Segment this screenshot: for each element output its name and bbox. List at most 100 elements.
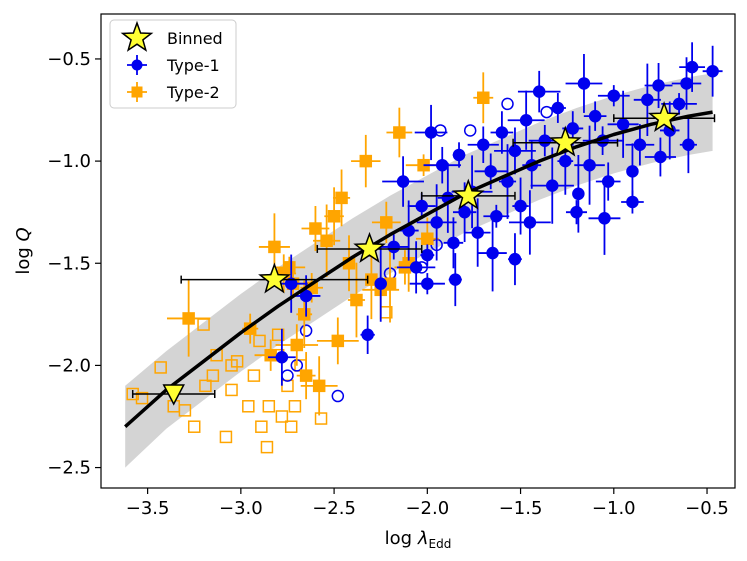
type1-point-marker <box>421 277 434 290</box>
type1-point <box>625 124 655 166</box>
type1-point-marker <box>508 252 522 266</box>
type1-open-point <box>501 97 514 111</box>
type1-open-point-marker <box>540 105 553 119</box>
binned-star-marker <box>353 231 386 263</box>
type2-point-marker <box>264 348 277 362</box>
type2-open-point-marker <box>206 369 220 382</box>
type2-open-point <box>206 369 220 382</box>
type1-point-marker <box>652 79 665 92</box>
binned-point <box>316 231 423 263</box>
type1-point-marker <box>577 77 591 90</box>
type2-open-point <box>271 328 285 342</box>
legend-item: Binned <box>120 20 223 52</box>
type1-point <box>268 328 296 386</box>
type2-open-point <box>253 334 266 348</box>
legend-item: Type-2 <box>127 82 220 102</box>
type1-point-marker <box>486 246 499 260</box>
type1-point <box>443 217 464 269</box>
type1-point <box>374 245 387 322</box>
type1-point-marker <box>514 199 527 213</box>
type1-open-point-marker <box>501 97 514 111</box>
type1-point <box>396 241 436 294</box>
legend-square-icon <box>131 86 143 98</box>
type1-open-point <box>331 389 345 403</box>
type1-point-marker <box>519 113 533 127</box>
type1-point <box>509 190 551 255</box>
type2-open-point <box>288 400 302 413</box>
type1-point <box>644 137 676 177</box>
x-tick-label: −3.0 <box>219 498 263 519</box>
type2-open-point-marker <box>288 400 302 413</box>
type1-point-marker <box>299 289 313 303</box>
type2-open-point <box>225 383 238 397</box>
type2-open-point-marker <box>253 334 266 348</box>
type1-point <box>588 181 621 255</box>
type1-point <box>565 54 603 113</box>
type1-point-marker <box>275 350 289 364</box>
binned-star-marker <box>452 178 485 210</box>
type2-point-marker <box>327 210 341 223</box>
type2-point-marker <box>359 154 373 168</box>
type2-open-point-marker <box>260 440 274 454</box>
type2-open-point <box>255 420 268 433</box>
type2-point <box>166 280 211 357</box>
type2-open-point-marker <box>242 400 255 413</box>
type2-point-marker <box>320 234 333 248</box>
type2-open-point <box>262 400 276 413</box>
type2-point <box>300 356 338 416</box>
y-tick-label: −1.5 <box>47 253 91 274</box>
type1-point-marker <box>435 158 449 172</box>
type1-point <box>597 85 630 107</box>
type1-point-marker <box>680 77 693 90</box>
type1-point <box>498 144 517 219</box>
type1-point-marker <box>447 236 460 250</box>
type2-open-point <box>219 430 233 444</box>
binned-point <box>420 178 516 210</box>
type2-point-marker <box>380 216 393 229</box>
type1-point-marker <box>706 64 719 78</box>
type2-point <box>296 352 316 400</box>
type1-point-marker <box>415 199 428 213</box>
y-tick-label: −2.0 <box>47 355 91 376</box>
type2-open-point <box>281 379 294 393</box>
type1-point-marker <box>484 165 497 178</box>
type2-open-point <box>314 412 328 425</box>
type2-open-point-marker <box>262 400 276 413</box>
type2-open-point <box>199 379 212 393</box>
type1-point-marker <box>284 277 298 290</box>
type1-point <box>414 104 448 161</box>
type2-open-point-marker <box>230 355 244 368</box>
type2-open-point-marker <box>187 420 201 433</box>
type1-point-marker <box>672 97 686 111</box>
type1-point-marker <box>616 118 630 131</box>
type2-point-marker <box>290 338 304 352</box>
type1-point <box>607 90 639 158</box>
type2-point <box>473 72 494 124</box>
type1-open-point <box>540 105 553 119</box>
binned-point <box>512 125 619 157</box>
type1-open-point-marker <box>463 124 477 137</box>
type2-open-point-marker <box>219 430 233 444</box>
binned-triangle-marker <box>162 384 185 406</box>
type1-point <box>530 147 574 224</box>
type1-point <box>464 198 491 267</box>
x-axis-label: log λEdd <box>385 528 452 551</box>
type1-point-marker <box>430 216 443 229</box>
type1-point <box>679 42 706 92</box>
type1-point-marker <box>421 248 434 262</box>
type1-point <box>467 126 499 164</box>
type1-point-marker <box>601 175 615 188</box>
type1-point <box>549 93 566 123</box>
type1-point <box>508 233 522 286</box>
type1-point <box>517 70 561 113</box>
type1-point-marker <box>583 158 596 172</box>
type2-open-point-marker <box>284 420 298 433</box>
type1-open-point-marker <box>331 389 345 403</box>
type2-point-marker <box>299 369 313 382</box>
type2-point <box>347 262 366 338</box>
type1-point <box>409 273 445 295</box>
type1-point <box>572 154 585 233</box>
legend-circle-icon <box>131 59 143 71</box>
type2-open-point <box>275 410 289 423</box>
